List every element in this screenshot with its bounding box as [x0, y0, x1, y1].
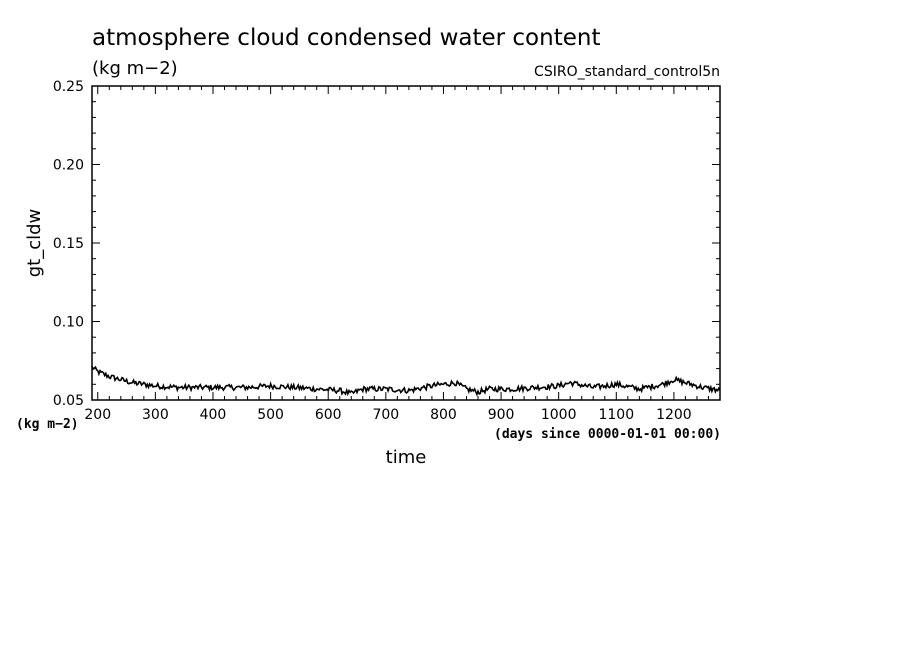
x-axis-label: time: [386, 447, 427, 468]
x-tick-label: 200: [84, 407, 111, 423]
x-tick-label: 900: [488, 407, 515, 423]
chart-title: atmosphere cloud condensed water content: [92, 25, 600, 51]
x-tick-label: 1100: [598, 407, 634, 423]
x-tick-label: 1000: [541, 407, 577, 423]
y-tick-label: 0.10: [53, 315, 84, 331]
series-line: [91, 365, 721, 397]
y-tick-label: 0.25: [53, 79, 84, 95]
y-units-label: (kg m−2): [16, 417, 79, 432]
y-tick-labels: 0.05 0.10 0.15 0.20 0.25: [53, 79, 84, 409]
x-tick-label: 500: [257, 407, 284, 423]
y-tick-label: 0.05: [53, 393, 84, 409]
x-tick-labels: 200 300 400 500 600 700 800 900 1000 1100 1200: [84, 407, 691, 423]
y-tick-label: 0.15: [53, 236, 84, 252]
run-label: CSIRO_standard_control5n: [534, 64, 720, 80]
y-axis-label: gt_cldw: [24, 209, 45, 278]
x-tick-label: 600: [315, 407, 342, 423]
units-label: (kg m−2): [92, 58, 178, 79]
x-tick-label: 300: [142, 407, 169, 423]
x-units-label: (days since 0000-01-01 00:00): [494, 427, 721, 442]
x-tick-label: 1200: [656, 407, 692, 423]
y-tick-label: 0.20: [53, 158, 84, 174]
x-tick-label: 800: [430, 407, 457, 423]
plot-frame: [91, 85, 721, 401]
x-tick-label: 700: [372, 407, 399, 423]
axis-ticks: [92, 85, 721, 401]
x-tick-label: 400: [200, 407, 227, 423]
